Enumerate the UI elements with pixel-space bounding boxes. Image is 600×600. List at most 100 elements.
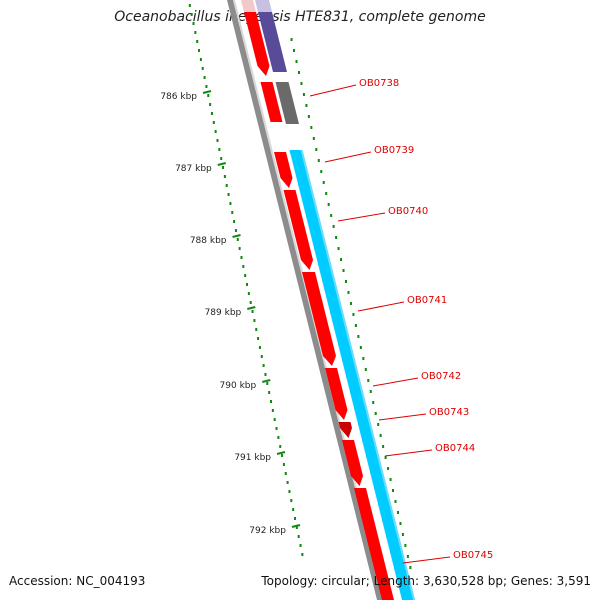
scale-dot: [342, 269, 345, 272]
scale-dot: [290, 499, 293, 502]
scale-dot: [244, 274, 247, 277]
gene-leader-line: [402, 556, 451, 564]
scale-dot: [345, 280, 347, 283]
scale-dot: [188, 4, 191, 7]
scale-dot: [392, 489, 395, 492]
scale-dot: [367, 379, 370, 382]
scale-dot: [209, 103, 212, 106]
scale-dot: [330, 214, 333, 217]
scale-dot: [284, 472, 287, 475]
scale-dot: [335, 236, 338, 239]
scale-dot: [275, 427, 278, 430]
scale-dot: [374, 412, 377, 415]
cds-arrow: [244, 12, 270, 76]
gene-label: OB0743: [429, 407, 469, 418]
scale-dot: [288, 490, 291, 493]
scale-dot: [349, 302, 352, 305]
scale-dot: [233, 220, 236, 223]
scale-dot: [203, 76, 206, 79]
scale-dot: [305, 104, 308, 107]
scale-tick-label: 788 kbp: [190, 236, 227, 246]
cds-arrow: [283, 190, 313, 270]
kbp-scale: 786 kbp 787 kbp 788 kbp 789 kbp 790 kbp 791 k…: [160, 4, 412, 569]
scale-dot: [225, 184, 228, 187]
other-segment: [255, 0, 272, 12]
scale-dot: [300, 82, 303, 85]
scale-dot: [192, 22, 195, 25]
scale-dot: [264, 373, 267, 376]
scale-dot: [409, 566, 412, 569]
scale-dot: [246, 283, 249, 286]
cds-arrow: [342, 440, 363, 486]
scale-dot: [394, 500, 397, 503]
scale-tick: [202, 90, 212, 94]
scale-dot: [299, 544, 302, 547]
scale-dot: [222, 166, 225, 169]
scale-tick: [232, 234, 241, 238]
blue-track: [289, 150, 415, 600]
cds-arrow: [325, 368, 348, 420]
scale-dot: [297, 71, 300, 74]
scale-dot: [295, 60, 298, 63]
gene-labels: OB0738 OB0739 OB0740 OB0741 OB0742 OB0743 OB07…: [309, 78, 493, 564]
scale-dot: [307, 115, 310, 118]
scale-dot: [354, 324, 357, 327]
genome-title: Oceanobacillus iheyensis HTE831, complet…: [114, 9, 486, 25]
scale-tick-label: 787 kbp: [175, 164, 212, 174]
scale-dot: [286, 481, 289, 484]
scale-dot: [251, 310, 254, 313]
scale-dot: [242, 265, 245, 268]
gene-label: OB0738: [359, 78, 399, 89]
genome-summary-text: Topology: circular; Length: 3,630,528 bp…: [261, 574, 591, 588]
cds-arrow: [274, 152, 293, 188]
scale-dot: [340, 258, 343, 261]
scale-dot: [196, 40, 199, 43]
scale-dot: [379, 434, 382, 437]
scale-tick-label: 791 kbp: [234, 453, 271, 463]
cds-segment: [260, 82, 283, 122]
scale-dot: [404, 544, 407, 547]
scale-dot: [387, 467, 390, 470]
scale-dot: [266, 382, 269, 385]
scale-dot: [384, 456, 387, 459]
scale-dot: [332, 225, 335, 228]
other-segment: [275, 82, 299, 124]
scale-dot: [277, 436, 280, 439]
purple-segment: [258, 12, 287, 72]
scale-dot: [312, 137, 315, 140]
scale-dot: [301, 553, 304, 556]
scale-tick: [276, 451, 286, 455]
scale-dot: [293, 517, 296, 520]
gene-label: OB0745: [453, 550, 493, 561]
scale-dot: [282, 463, 285, 466]
gene-leader-line: [324, 151, 372, 163]
gene-leader-line: [309, 84, 357, 97]
scale-dot: [327, 203, 330, 206]
scale-dot: [216, 139, 219, 142]
scale-dot: [199, 58, 202, 61]
scale-tick-label: 790 kbp: [220, 381, 257, 391]
gene-leader-line: [384, 449, 433, 457]
gene-label: OB0744: [435, 443, 475, 454]
gene-label: OB0741: [407, 295, 447, 306]
scale-dot: [198, 49, 201, 52]
accession-text: Accession: NC_004193: [9, 574, 146, 588]
cds-segment: [354, 488, 394, 600]
scale-dot: [347, 291, 350, 294]
scale-dot: [399, 522, 402, 525]
scale-dot: [253, 319, 256, 322]
scale-dot: [258, 346, 261, 349]
scale-dot: [218, 148, 221, 151]
scale-dot: [369, 390, 372, 393]
scale-dot: [325, 192, 328, 195]
scale-dot: [260, 355, 263, 358]
gene-leader-line: [378, 413, 427, 421]
cds-segment: [241, 0, 256, 12]
scale-tick: [247, 306, 256, 310]
scale-dot: [247, 292, 250, 295]
scale-tick: [217, 162, 227, 166]
scale-dot: [322, 181, 325, 184]
scale-tick: [262, 379, 271, 383]
gene-leader-line: [337, 212, 386, 222]
